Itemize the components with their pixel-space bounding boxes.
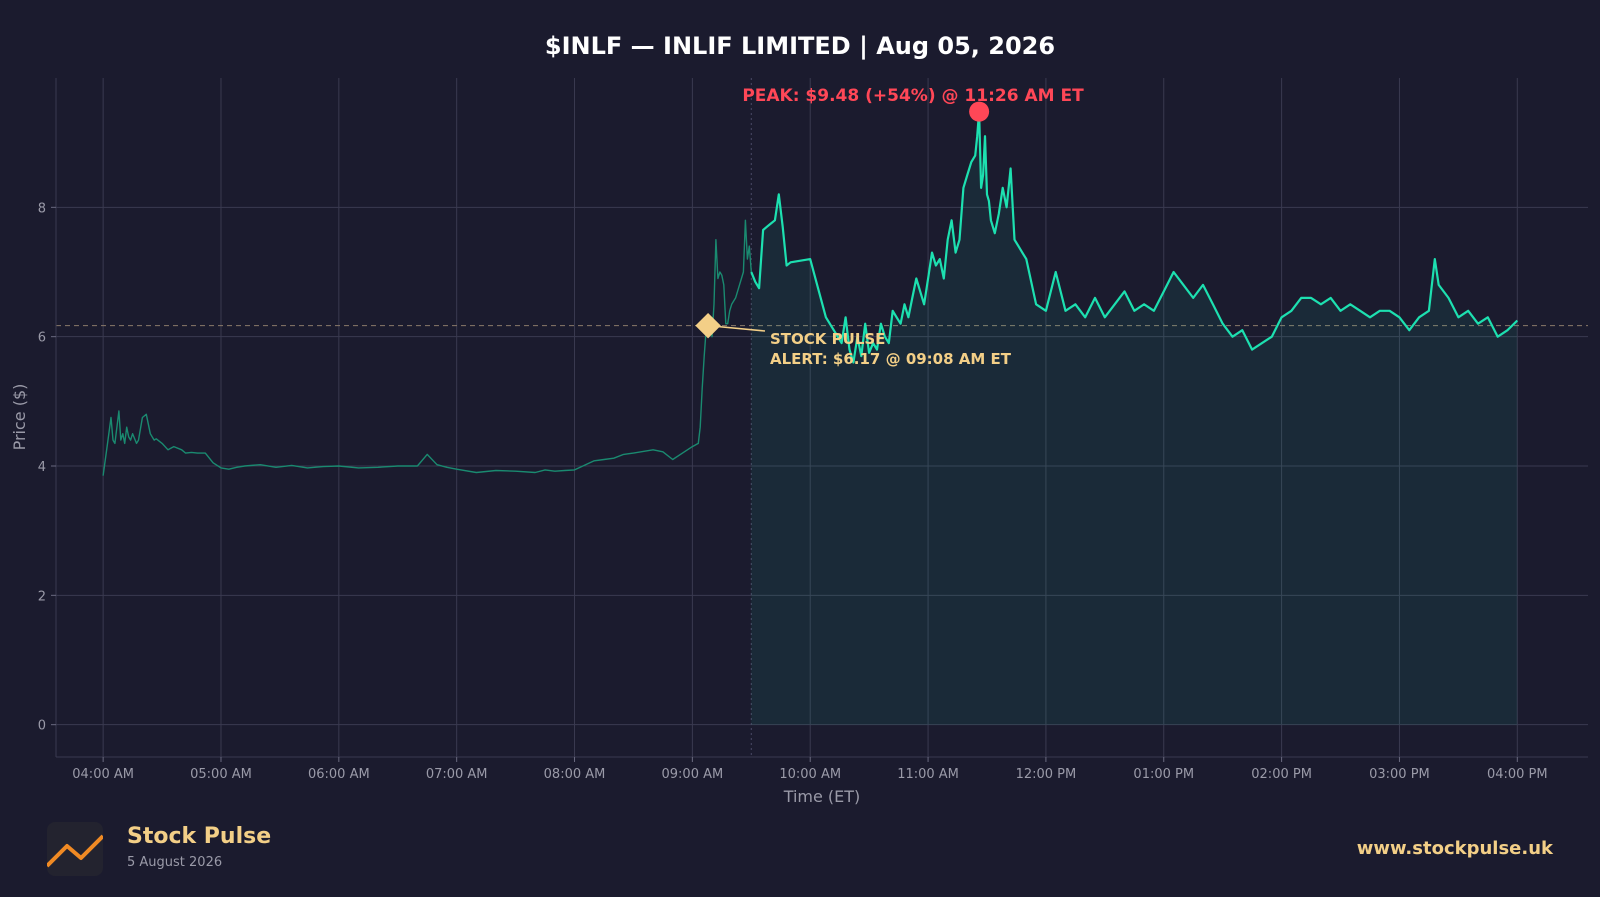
- stock-pulse-logo: [45, 822, 105, 876]
- x-tick-label: 12:00 PM: [1016, 767, 1077, 782]
- x-tick-label: 03:00 PM: [1369, 767, 1430, 782]
- y-tick-label: 0: [38, 719, 46, 734]
- brand-date: 5 August 2026: [127, 855, 223, 870]
- brand-name: Stock Pulse: [127, 824, 272, 849]
- y-tick-label: 2: [38, 589, 46, 604]
- chart-title: $INLF — INLIF LIMITED | Aug 05, 2026: [545, 32, 1055, 60]
- y-axis-label: Price ($): [10, 384, 29, 451]
- premarket-line: [102, 219, 752, 476]
- x-tick-label: 04:00 PM: [1487, 767, 1548, 782]
- trend-chart-icon: [45, 834, 105, 868]
- x-tick-label: 05:00 AM: [190, 767, 252, 782]
- brand-url[interactable]: www.stockpulse.uk: [1356, 838, 1553, 859]
- y-tick-label: 6: [38, 331, 46, 346]
- peak-marker: [969, 101, 990, 122]
- y-tick-label: 8: [38, 201, 46, 216]
- alert-diamond-marker: [695, 312, 721, 339]
- peak-annotation: PEAK: $9.48 (+54%) @ 11:26 AM ET: [742, 86, 1084, 106]
- x-tick-label: 06:00 AM: [308, 767, 370, 782]
- x-tick-label: 08:00 AM: [544, 767, 606, 782]
- regular-session-line: [750, 110, 1519, 364]
- x-tick-label: 01:00 PM: [1133, 767, 1194, 782]
- x-tick-label: 09:00 AM: [662, 767, 724, 782]
- x-axis-label: Time (ET): [783, 787, 861, 806]
- x-tick-label: 04:00 AM: [72, 767, 134, 782]
- y-tick-label: 4: [38, 460, 46, 475]
- price-chart: $INLF — INLIF LIMITED | Aug 05, 2026 04:…: [10, 32, 1588, 806]
- alert-annotation-line2: ALERT: $6.17 @ 09:08 AM ET: [770, 350, 1012, 368]
- x-tick-label: 11:00 AM: [897, 767, 959, 782]
- x-tick-label: 02:00 PM: [1251, 767, 1312, 782]
- x-tick-label: 07:00 AM: [426, 767, 488, 782]
- x-tick-label: 10:00 AM: [779, 767, 841, 782]
- alert-annotation-line1: STOCK PULSE: [770, 330, 885, 348]
- regular-session-area: [751, 111, 1518, 725]
